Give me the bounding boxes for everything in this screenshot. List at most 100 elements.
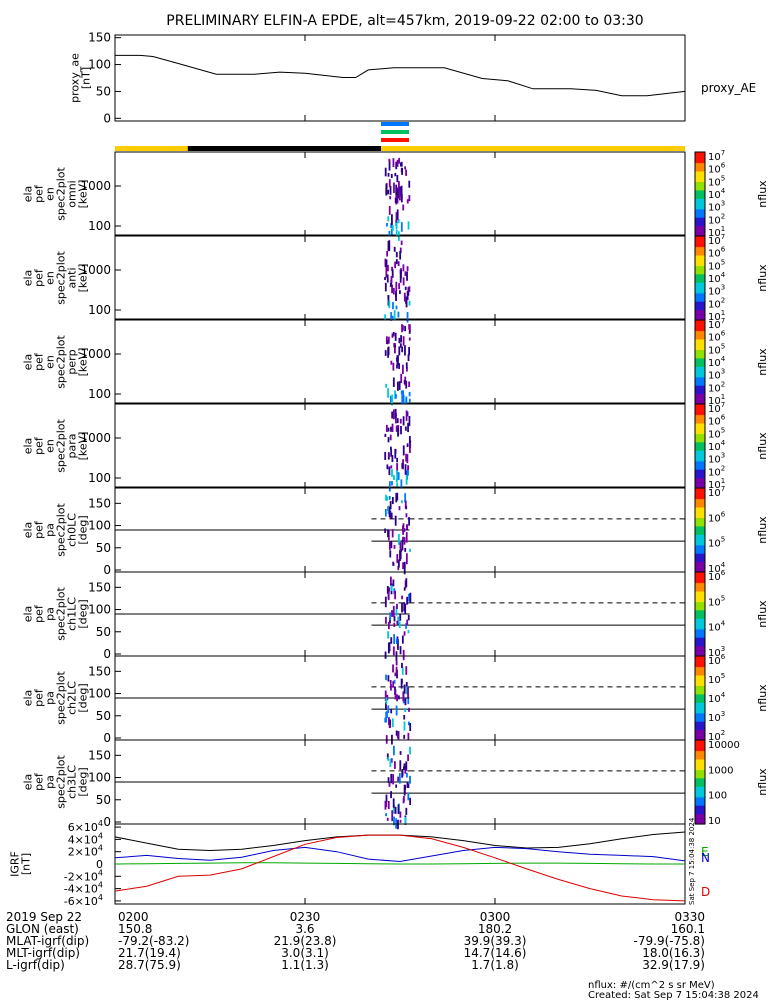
pa-ch3LC-colorbar-swatch [695, 748, 705, 752]
spec-para-pixel [387, 427, 390, 432]
plot-title: PRELIMINARY ELFIN-A EPDE, alt=457km, 201… [166, 13, 643, 29]
spec-anti-pixel [395, 251, 398, 258]
xaxis-row-value: 150.8 [118, 922, 152, 936]
pa-ch0LC-pixel [405, 513, 408, 518]
pa-ch0LC-pixel [397, 565, 400, 571]
xaxis-row-label: MLAT-igrf(dip) [6, 934, 89, 948]
spec-para-colorbar-swatch [695, 483, 705, 487]
pa-ch0LC-colorbar-swatch [695, 565, 705, 569]
spec-omni-colorbar-tick-exp: 6 [721, 162, 726, 170]
pa-ch0LC-colorbar-swatch [695, 500, 705, 504]
spec-perp-colorbar-swatch [695, 332, 705, 336]
pa-ch2LC-pixel [387, 675, 390, 682]
pa-ch2LC-colorbar-swatch [695, 683, 705, 686]
pa-ch3LC-pixel [401, 768, 404, 777]
spec-omni-pixel [399, 162, 402, 167]
spec-omni-pixel [384, 167, 387, 177]
spec-perp-colorbar-swatch [695, 366, 705, 369]
ae-ytick-label: 50 [96, 84, 111, 98]
pa-ch2LC-colorbar-swatch [695, 700, 705, 703]
pa-ch3LC-colorbar-swatch [695, 761, 705, 764]
spec-omni-pixel [390, 223, 393, 229]
spec-anti-pixel [406, 266, 409, 272]
spec-anti-colorbar-label: nflux [756, 264, 769, 292]
spec-omni-pixel [408, 180, 411, 188]
pa-ch1LC-pixel [396, 603, 398, 609]
pa-ch0LC-pixel [397, 559, 400, 568]
spec-anti-pixel [386, 277, 389, 283]
pa-ch3LC-colorbar-swatch [695, 817, 705, 821]
pa-ch3LC-pixel [392, 774, 394, 785]
pa-ch0LC-colorbar-swatch [695, 538, 705, 542]
spec-omni-colorbar-swatch [695, 168, 705, 172]
pa-ch0LC-pixel [390, 512, 393, 519]
spec-omni-pixel [395, 161, 398, 170]
pa-ch0LC-colorbar-swatch [695, 557, 705, 560]
xaxis-row-value: 1.7(1.8) [471, 958, 519, 972]
spec-omni-pixel [387, 189, 390, 195]
igrf-legend-N: N [701, 851, 710, 865]
spec-para-colorbar-tick-exp: 6 [721, 414, 726, 422]
spec-perp-colorbar-swatch [695, 341, 705, 344]
pa-ch3LC-pixel [395, 784, 398, 788]
pa-ch0LC-pixel [403, 561, 406, 568]
spec-para-pixel [399, 418, 402, 424]
spec-omni-pixel [405, 169, 407, 176]
pa-ch3LC-ylabel-line: ela [22, 774, 35, 791]
spec-perp-colorbar-swatch [695, 347, 705, 350]
spec-para-colorbar-swatch [695, 427, 705, 430]
pa-ch3LC-colorbar-swatch [695, 744, 705, 747]
pa-ch3LC-colorbar-swatch [695, 773, 705, 777]
pa-ch2LC-pixel [396, 732, 399, 739]
xaxis-row-value: 180.2 [478, 922, 512, 936]
spec-anti-colorbar-swatch [695, 284, 705, 287]
xaxis-row-value: -79.9(-75.8) [634, 934, 705, 948]
pa-ch2LC-pixel [388, 717, 390, 726]
spec-perp-colorbar-swatch [695, 338, 705, 342]
pa-ch3LC-pixel [397, 804, 400, 814]
pa-ch3LC-pixel [405, 772, 408, 778]
pa-ch1LC-colorbar-tick-exp: 5 [721, 594, 725, 602]
pa-ch3LC-colorbar-swatch [695, 800, 705, 804]
pa-ch3LC-colorbar-tick: 100 [708, 791, 727, 802]
spec-perp-pixel [393, 343, 396, 348]
pa-ch0LC-colorbar-tick-exp: 6 [721, 510, 726, 518]
status-bar-shadow [187, 146, 381, 151]
pa-ch2LC-colorbar-swatch [695, 691, 705, 695]
spec-anti-ylabel-line: anti [66, 267, 79, 288]
pa-ch2LC-colorbar-tick-exp: 2 [721, 729, 725, 737]
spec-perp-pixel [387, 388, 389, 398]
pa-ch1LC-pixel [403, 602, 406, 612]
pa-ch0LC-pixel [391, 497, 394, 505]
spec-para-colorbar-swatch [695, 456, 705, 460]
spec-omni-pixel [392, 158, 395, 168]
spec-anti-colorbar-swatch [695, 259, 705, 262]
pa-ch1LC-pixel [385, 616, 387, 624]
pa-ch1LC-colorbar-swatch [695, 593, 705, 596]
pa-ch1LC-pixel [389, 617, 391, 624]
spec-perp-colorbar-tick-exp: 6 [721, 330, 726, 338]
pa-ch3LC-colorbar-swatch [695, 754, 705, 758]
spec-perp-colorbar-label: nflux [756, 348, 769, 376]
spec-anti-pixel [386, 274, 389, 278]
spec-perp-colorbar-swatch [695, 391, 705, 395]
pa-ch0LC-pixel [385, 494, 387, 501]
pa-ch0LC-pixel [387, 505, 390, 515]
spec-omni-colorbar-tick-exp: 1 [721, 225, 725, 233]
pa-ch2LC-ylabel-line: pa [44, 691, 57, 705]
pa-ch1LC-colorbar-swatch [695, 582, 705, 586]
side-timestamp: Sat Sep 7 15:04:38 2024 [688, 817, 696, 905]
spec-anti-ytick-label: 1000 [80, 263, 111, 277]
spec-omni-colorbar-swatch [695, 210, 705, 214]
spec-anti-pixel [400, 240, 403, 246]
pa-ch1LC-ylabel-line: pa [44, 607, 57, 621]
spec-para-pixel [407, 465, 409, 471]
pa-ch2LC-pixel [403, 734, 406, 739]
igrf-series-E [114, 862, 685, 865]
xaxis-row-value: 0200 [118, 910, 149, 924]
spec-omni-pixel [400, 167, 403, 173]
bar-legend-E [381, 122, 409, 126]
pa-ch1LC-colorbar-swatch [695, 641, 705, 644]
